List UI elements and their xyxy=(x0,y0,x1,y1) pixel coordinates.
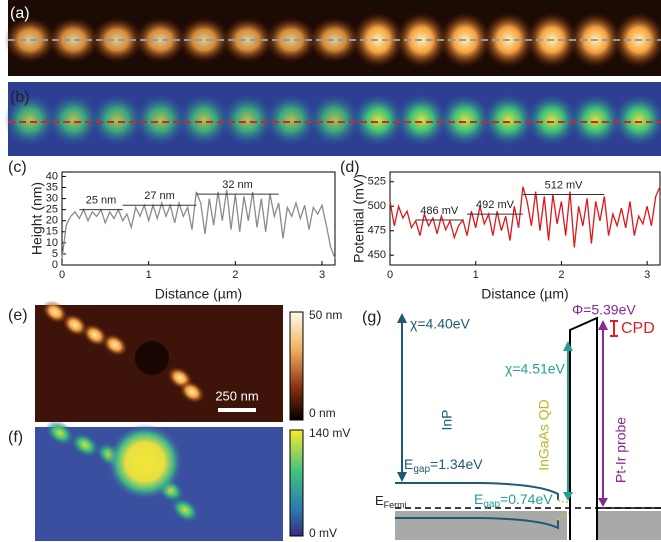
afm-blob xyxy=(221,17,274,63)
y-axis-label: Potential (mV) xyxy=(351,174,367,263)
y-tick-label: 0 xyxy=(52,259,58,271)
x-tick-label: 1 xyxy=(473,269,479,281)
y-tick-label: 25 xyxy=(46,204,58,216)
panel-label: (g) xyxy=(362,309,382,326)
level-label: 27 nm xyxy=(144,190,175,202)
kpfm-blob xyxy=(221,94,274,146)
band-label: InGaAs QD xyxy=(536,399,552,471)
afm-blob xyxy=(179,380,205,404)
afm-blob xyxy=(102,333,128,357)
afm-blob xyxy=(47,17,100,63)
band-label: CPD xyxy=(621,320,655,337)
y-tick-label: 5 xyxy=(52,248,58,260)
y-tick-label: 525 xyxy=(368,176,386,188)
kpfm-blob xyxy=(265,94,317,146)
kpfm-qd xyxy=(107,424,183,500)
band-label: Egap=1.34eV xyxy=(404,456,483,475)
panel-label: (b) xyxy=(10,89,30,106)
afm-blob xyxy=(308,17,361,63)
afm-blob xyxy=(62,313,88,337)
plot-frame xyxy=(61,171,336,266)
kpfm-blob xyxy=(613,94,661,146)
colorbar-min: 0 nm xyxy=(309,406,336,420)
band-label: InP xyxy=(439,409,455,430)
x-axis-label: Distance (µm) xyxy=(155,286,242,302)
afm-blob xyxy=(82,323,108,347)
afm-image-a xyxy=(4,0,661,76)
kpfm-blob xyxy=(482,94,535,146)
plot-frame xyxy=(389,171,661,266)
kpfm-blob xyxy=(352,94,404,146)
level-label: 25 nm xyxy=(86,195,117,207)
colorbar xyxy=(289,311,304,421)
y-tick-label: 30 xyxy=(46,192,58,204)
kpfm-image-b xyxy=(4,82,661,156)
level-label: 492 mV xyxy=(476,199,515,211)
kpfm-blob xyxy=(439,94,491,146)
panel-label: (e) xyxy=(8,307,28,324)
kpfm-blob xyxy=(70,432,100,458)
kpfm-blob xyxy=(308,94,361,146)
profile-line xyxy=(61,189,336,259)
panel-label: (c) xyxy=(8,159,27,176)
afm-blob xyxy=(134,17,187,63)
profile-line xyxy=(389,186,661,248)
panel-label: (f) xyxy=(8,429,23,446)
kpfm-blob xyxy=(526,94,578,146)
level-label: 32 nm xyxy=(222,179,253,191)
kpfm-blob xyxy=(4,94,56,146)
kpfm-features xyxy=(45,420,200,523)
band-label: Φ=5.39eV xyxy=(572,302,636,318)
y-tick-label: 10 xyxy=(46,237,58,249)
colorbar xyxy=(289,429,304,537)
band-label: Pt-Ir probe xyxy=(613,417,629,483)
y-tick-label: 500 xyxy=(368,200,386,212)
band-label: χ=4.40eV xyxy=(410,316,471,332)
qd-dot xyxy=(135,341,169,375)
colorbar-max: 50 nm xyxy=(309,308,342,322)
y-tick-label: 35 xyxy=(46,181,58,193)
band-label: Egap=0.74eV xyxy=(474,491,553,510)
scale-bar-label: 250 nm xyxy=(215,388,258,403)
x-tick-label: 1 xyxy=(146,269,152,281)
colorbar-min: 0 mV xyxy=(309,526,337,540)
kpfm-blob xyxy=(170,497,200,523)
y-axis-label: Height (nm) xyxy=(29,182,45,255)
panel-label: (a) xyxy=(10,5,30,22)
afm-blob xyxy=(91,17,143,63)
x-tick-label: 2 xyxy=(232,269,238,281)
band-label: χ=4.51eV xyxy=(505,361,566,377)
band-label: EFermi xyxy=(375,493,407,510)
x-tick-label: 3 xyxy=(644,269,650,281)
kpfm-blob xyxy=(47,94,100,146)
kpfm-blob xyxy=(134,94,187,146)
afm-blob xyxy=(265,17,317,63)
y-tick-label: 450 xyxy=(368,249,386,261)
y-tick-label: 20 xyxy=(46,215,58,227)
afm-features xyxy=(42,300,205,404)
afm-blob xyxy=(178,17,230,63)
x-tick-label: 2 xyxy=(558,269,564,281)
y-tick-label: 475 xyxy=(368,225,386,237)
afm-blob xyxy=(42,300,68,324)
level-label: 512 mV xyxy=(545,179,584,191)
kpfm-blob xyxy=(45,420,75,446)
x-tick-label: 0 xyxy=(59,269,65,281)
kpfm-blob xyxy=(569,94,622,146)
level-label: 486 mV xyxy=(420,205,459,217)
panel-label: (d) xyxy=(340,159,360,176)
band-diagram: (g) xyxy=(362,309,661,540)
colorbar-max: 140 mV xyxy=(309,426,350,440)
x-tick-label: 3 xyxy=(319,269,325,281)
x-tick-label: 0 xyxy=(387,269,393,281)
kpfm-blob xyxy=(395,94,448,146)
x-axis-label: Distance (µm) xyxy=(481,286,568,302)
kpfm-blob xyxy=(91,94,143,146)
kpfm-blob xyxy=(178,94,230,146)
y-tick-label: 15 xyxy=(46,226,58,238)
y-tick-label: 40 xyxy=(46,170,58,182)
